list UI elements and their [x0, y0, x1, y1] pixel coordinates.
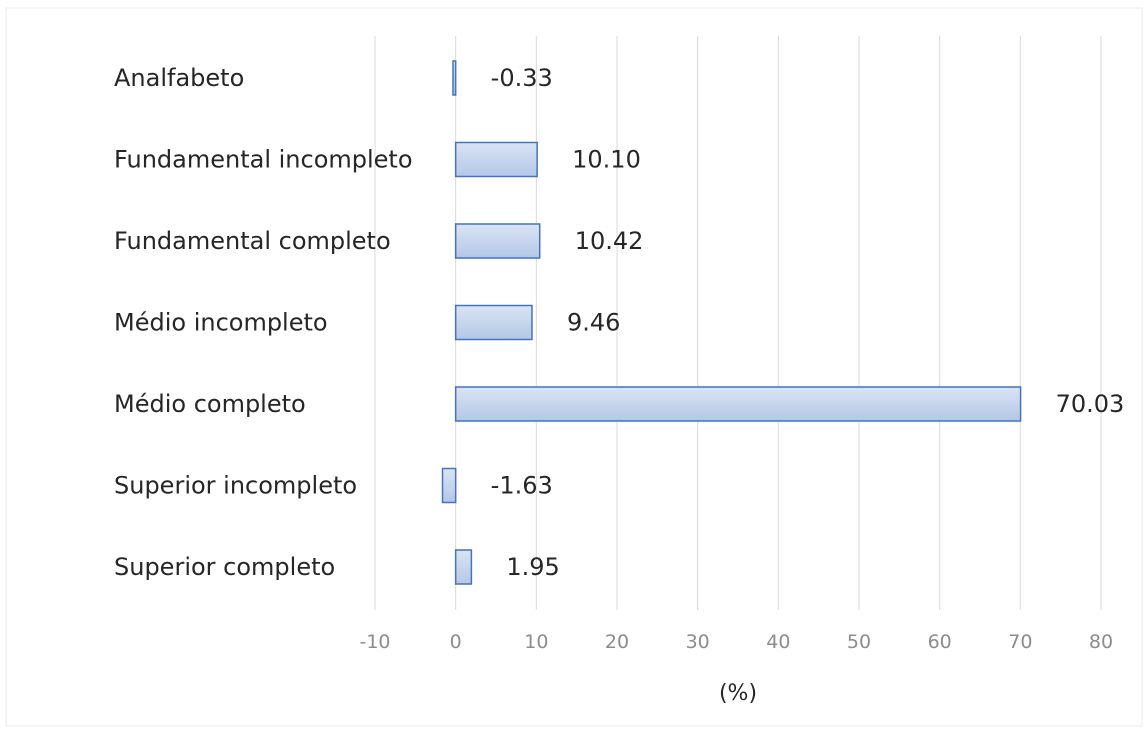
data-label: 10.42: [575, 227, 644, 255]
category-label: Fundamental incompleto: [114, 146, 413, 174]
x-tick-label: 30: [686, 631, 710, 653]
x-axis-title: (%): [719, 681, 757, 706]
category-labels: Analfabeto Fundamental incompleto Fundamen…: [114, 64, 413, 581]
data-labels: -0.33 10.10 10.42 9.46 70.03 -1.63 1.95: [491, 64, 1125, 581]
data-label: 9.46: [567, 309, 620, 337]
category-label: Superior completo: [114, 553, 335, 581]
bar: [454, 141, 538, 178]
bar: [454, 386, 1022, 422]
x-tick-label: 0: [450, 631, 462, 653]
x-axis-ticks: -10 0 10 20 30 40 50 60 70 80: [359, 631, 1113, 653]
category-label: Médio completo: [114, 390, 306, 418]
bar: [454, 304, 533, 341]
x-tick-label: -10: [359, 631, 390, 653]
data-label: -1.63: [491, 472, 553, 500]
bar: [452, 60, 457, 96]
category-label: Fundamental completo: [114, 227, 391, 255]
x-tick-label: 10: [524, 631, 548, 653]
x-tick-label: 50: [847, 631, 871, 653]
bar: [454, 223, 541, 259]
data-label: 1.95: [506, 553, 559, 581]
category-label: Médio incompleto: [114, 309, 328, 337]
data-label: 10.10: [572, 146, 641, 174]
bar: [441, 467, 457, 504]
bar: [454, 549, 473, 585]
x-tick-label: 40: [766, 631, 790, 653]
bars: [441, 60, 1022, 585]
data-label: 70.03: [1056, 390, 1125, 418]
x-tick-label: 70: [1008, 631, 1032, 653]
x-tick-label: 20: [605, 631, 629, 653]
category-label: Analfabeto: [114, 64, 244, 92]
gridlines: [374, 36, 1102, 610]
data-label: -0.33: [491, 64, 553, 92]
category-label: Superior incompleto: [114, 472, 357, 500]
x-tick-label: 60: [928, 631, 952, 653]
chart-border: [5, 7, 1143, 727]
x-tick-label: 80: [1089, 631, 1113, 653]
